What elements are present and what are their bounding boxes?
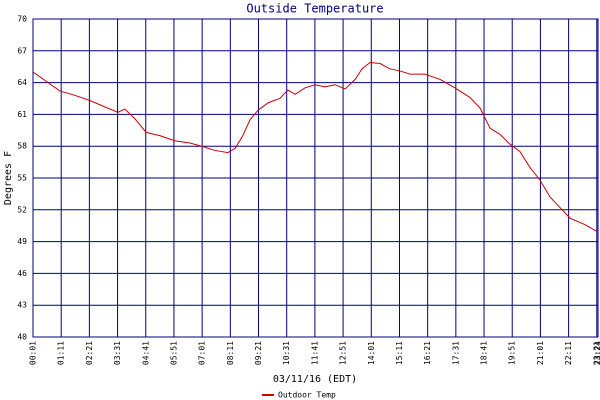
x-tick-label: 09:21 [254, 341, 263, 365]
x-tick-label: 10:31 [282, 341, 291, 365]
y-tick-label: 64 [17, 78, 27, 87]
x-tick-label: 02:21 [85, 341, 94, 365]
x-tick-label: 23:21 [592, 341, 600, 365]
y-tick-label: 46 [17, 269, 27, 278]
x-tick-label: 11:41 [310, 341, 319, 365]
y-tick-label: 49 [17, 237, 27, 246]
x-tick-label: 08:11 [226, 341, 235, 365]
x-tick-label: 05:51 [169, 341, 178, 365]
data-line [32, 61, 599, 233]
y-tick-label: 70 [17, 15, 27, 24]
x-tick-label: 16:21 [423, 341, 432, 365]
y-tick-label: 52 [17, 205, 27, 214]
y-tick-label: 55 [17, 174, 27, 183]
y-axis-label: Degrees F [3, 151, 14, 205]
y-tick-label: 67 [17, 46, 27, 55]
x-tick-label: 17:31 [451, 341, 460, 365]
x-tick-label: 23:24 [594, 341, 600, 365]
x-tick-label: 07:01 [198, 341, 207, 365]
chart-title: Outside Temperature [246, 2, 383, 16]
plot-border [32, 18, 599, 338]
x-tick-label: 04:41 [141, 341, 150, 365]
x-tick-label: 00:01 [29, 341, 38, 365]
x-tick-label: 19:51 [508, 341, 517, 365]
y-tick-label: 40 [17, 333, 27, 342]
x-tick-label: 21:01 [536, 341, 545, 365]
y-tick-label: 43 [17, 301, 27, 310]
y-tick-label: 58 [17, 142, 27, 151]
x-tick-label: 22:11 [564, 341, 573, 365]
x-tick-label: 03:31 [113, 341, 122, 365]
legend-label: Outdoor Temp [278, 391, 336, 400]
x-tick-label: 14:01 [367, 341, 376, 365]
y-tick-label: 61 [17, 110, 27, 119]
x-tick-label: 15:11 [395, 341, 404, 365]
x-tick-label: 18:41 [480, 341, 489, 365]
x-tick-label: 01:11 [57, 341, 66, 365]
x-tick-label: 12:51 [339, 341, 348, 365]
x-axis-label: 03/11/16 (EDT) [273, 374, 357, 385]
